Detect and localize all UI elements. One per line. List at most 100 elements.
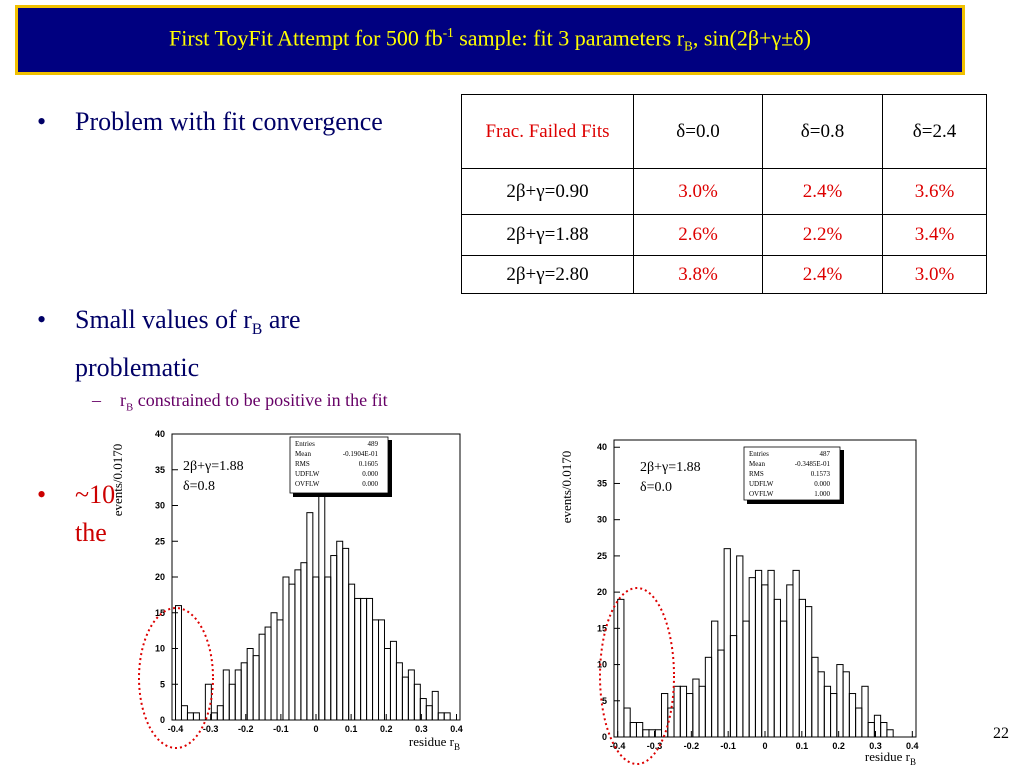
stats-label: Mean <box>295 450 311 458</box>
table-cell: 2β+γ=1.88 <box>461 214 634 256</box>
x-tick-label: 0.3 <box>869 741 882 751</box>
table-cell: 2.4% <box>762 168 883 215</box>
sub-bullet-text: r <box>120 390 126 410</box>
table-row: 2β+γ=0.90 3.0% 2.4% 3.6% <box>461 168 987 215</box>
y-tick-label: 35 <box>155 465 165 475</box>
table-cell: 2β+γ=0.90 <box>461 168 634 215</box>
title-text: sample: fit 3 parameters r <box>453 25 685 51</box>
hist-bar <box>204 683 212 721</box>
y-tick-label: 10 <box>597 660 607 670</box>
stats-label: OVFLW <box>749 490 774 498</box>
x-tick-label: -0.1 <box>273 724 289 734</box>
y-axis-label: events/0.0170 <box>110 444 125 517</box>
y-tick-label: 20 <box>155 572 165 582</box>
x-tick-label: 0 <box>762 741 767 751</box>
table-cell: 2β+γ=2.80 <box>461 255 634 294</box>
table-row: 2β+γ=2.80 3.8% 2.4% 3.0% <box>461 255 987 294</box>
x-tick-label: 0.1 <box>345 724 358 734</box>
x-tick-label: -0.4 <box>168 724 184 734</box>
x-tick-label: 0.2 <box>832 741 845 751</box>
x-tick-label: 0.4 <box>450 724 463 734</box>
stats-value: -0.1904E-01 <box>343 450 379 458</box>
table-cell: δ=0.0 <box>633 94 763 169</box>
title-box: First ToyFit Attempt for 500 fb-1 sample… <box>15 5 965 75</box>
table-cell: 3.6% <box>882 168 987 215</box>
annotation: 2β+γ=1.88 <box>640 460 701 475</box>
table-cell: 3.8% <box>633 255 763 294</box>
y-tick-label: 0 <box>160 715 165 725</box>
table-row: Frac. Failed Fits δ=0.0 δ=0.8 δ=2.4 <box>461 94 987 169</box>
bullet: • Small values of rB are problematic <box>37 305 301 383</box>
x-tick-label: -0.2 <box>238 724 254 734</box>
hist-bar <box>175 605 182 721</box>
stats-value: 0.1573 <box>811 470 831 478</box>
sub-bullet-sub: B <box>126 401 134 414</box>
stats-label: Entries <box>749 450 769 458</box>
y-tick-label: 35 <box>597 478 607 488</box>
hist-bar <box>192 712 200 721</box>
title-sup: -1 <box>442 25 454 41</box>
y-tick-label: 20 <box>597 587 607 597</box>
y-tick-label: 30 <box>155 501 165 511</box>
table-cell: δ=0.8 <box>762 94 883 169</box>
x-axis-label: residue rB <box>865 749 916 767</box>
table-cell: 2.2% <box>762 214 883 256</box>
stats-value: 489 <box>368 440 379 448</box>
highlight-ellipse <box>599 587 675 765</box>
title-text: , sin(2β+γ±δ) <box>692 25 811 51</box>
x-tick-label: 0.1 <box>796 741 809 751</box>
stats-value: 0.000 <box>362 470 378 478</box>
hist-bar <box>431 690 439 721</box>
title: First ToyFit Attempt for 500 fb-1 sample… <box>169 25 811 55</box>
y-tick-label: 40 <box>597 442 607 452</box>
y-tick-label: 40 <box>155 429 165 439</box>
bullet-text: ~10 <box>75 480 116 509</box>
bullet-text: Small values of r <box>75 305 252 334</box>
y-tick-label: 25 <box>155 536 165 546</box>
stats-value: 1.000 <box>814 490 830 498</box>
hist-bar <box>443 712 451 721</box>
annotation: δ=0.0 <box>640 480 672 495</box>
y-tick-label: 25 <box>597 551 607 561</box>
y-tick-label: 5 <box>602 696 607 706</box>
stats-label: OVFLW <box>295 480 320 488</box>
y-tick-label: 15 <box>597 623 607 633</box>
y-tick-label: 0 <box>602 732 607 742</box>
x-tick-label: -0.4 <box>610 741 626 751</box>
bullet-text: the <box>75 518 107 547</box>
bullet: • ~10 the <box>37 480 116 547</box>
y-axis-label: events/0.0170 <box>559 451 574 524</box>
stats-label: RMS <box>295 460 310 468</box>
stats-box <box>289 436 389 494</box>
x-axis-label: residue rB <box>409 734 460 752</box>
annotation: 2β+γ=1.88 <box>183 459 244 474</box>
x-tick-label: -0.2 <box>684 741 700 751</box>
bullet-text: are problematic <box>75 305 301 383</box>
x-axis-label-text: residue r <box>409 734 455 749</box>
stats-value: 0.1605 <box>359 460 379 468</box>
stats-label: Entries <box>295 440 315 448</box>
sub-bullet: – rB constrained to be positive in the fi… <box>92 390 388 414</box>
sub-bullet-text: constrained to be positive in the fit <box>133 390 388 410</box>
stats-box <box>743 446 841 501</box>
page-number: 22 <box>993 725 1009 742</box>
table-cell: 2.4% <box>762 255 883 294</box>
table: Frac. Failed Fits δ=0.0 δ=0.8 δ=2.4 2β+γ=0.9… <box>461 94 987 294</box>
x-axis-label-sub: B <box>454 742 460 752</box>
title-sub: B <box>684 38 693 54</box>
x-axis-label-sub: B <box>910 757 916 767</box>
y-tick-label: 30 <box>597 515 607 525</box>
stats-value: 0.000 <box>814 480 830 488</box>
hist-bar <box>886 729 894 738</box>
bullet: • Problem with fit convergence <box>37 107 383 136</box>
stats-label: UDFLW <box>749 480 774 488</box>
x-tick-label: -0.1 <box>720 741 736 751</box>
stats-label: RMS <box>749 470 764 478</box>
table-cell: Frac. Failed Fits <box>461 94 634 169</box>
x-tick-label: 0.3 <box>415 724 428 734</box>
stats-label: Mean <box>749 460 765 468</box>
y-tick-label: 5 <box>160 679 165 689</box>
x-tick-label: -0.3 <box>203 724 219 734</box>
